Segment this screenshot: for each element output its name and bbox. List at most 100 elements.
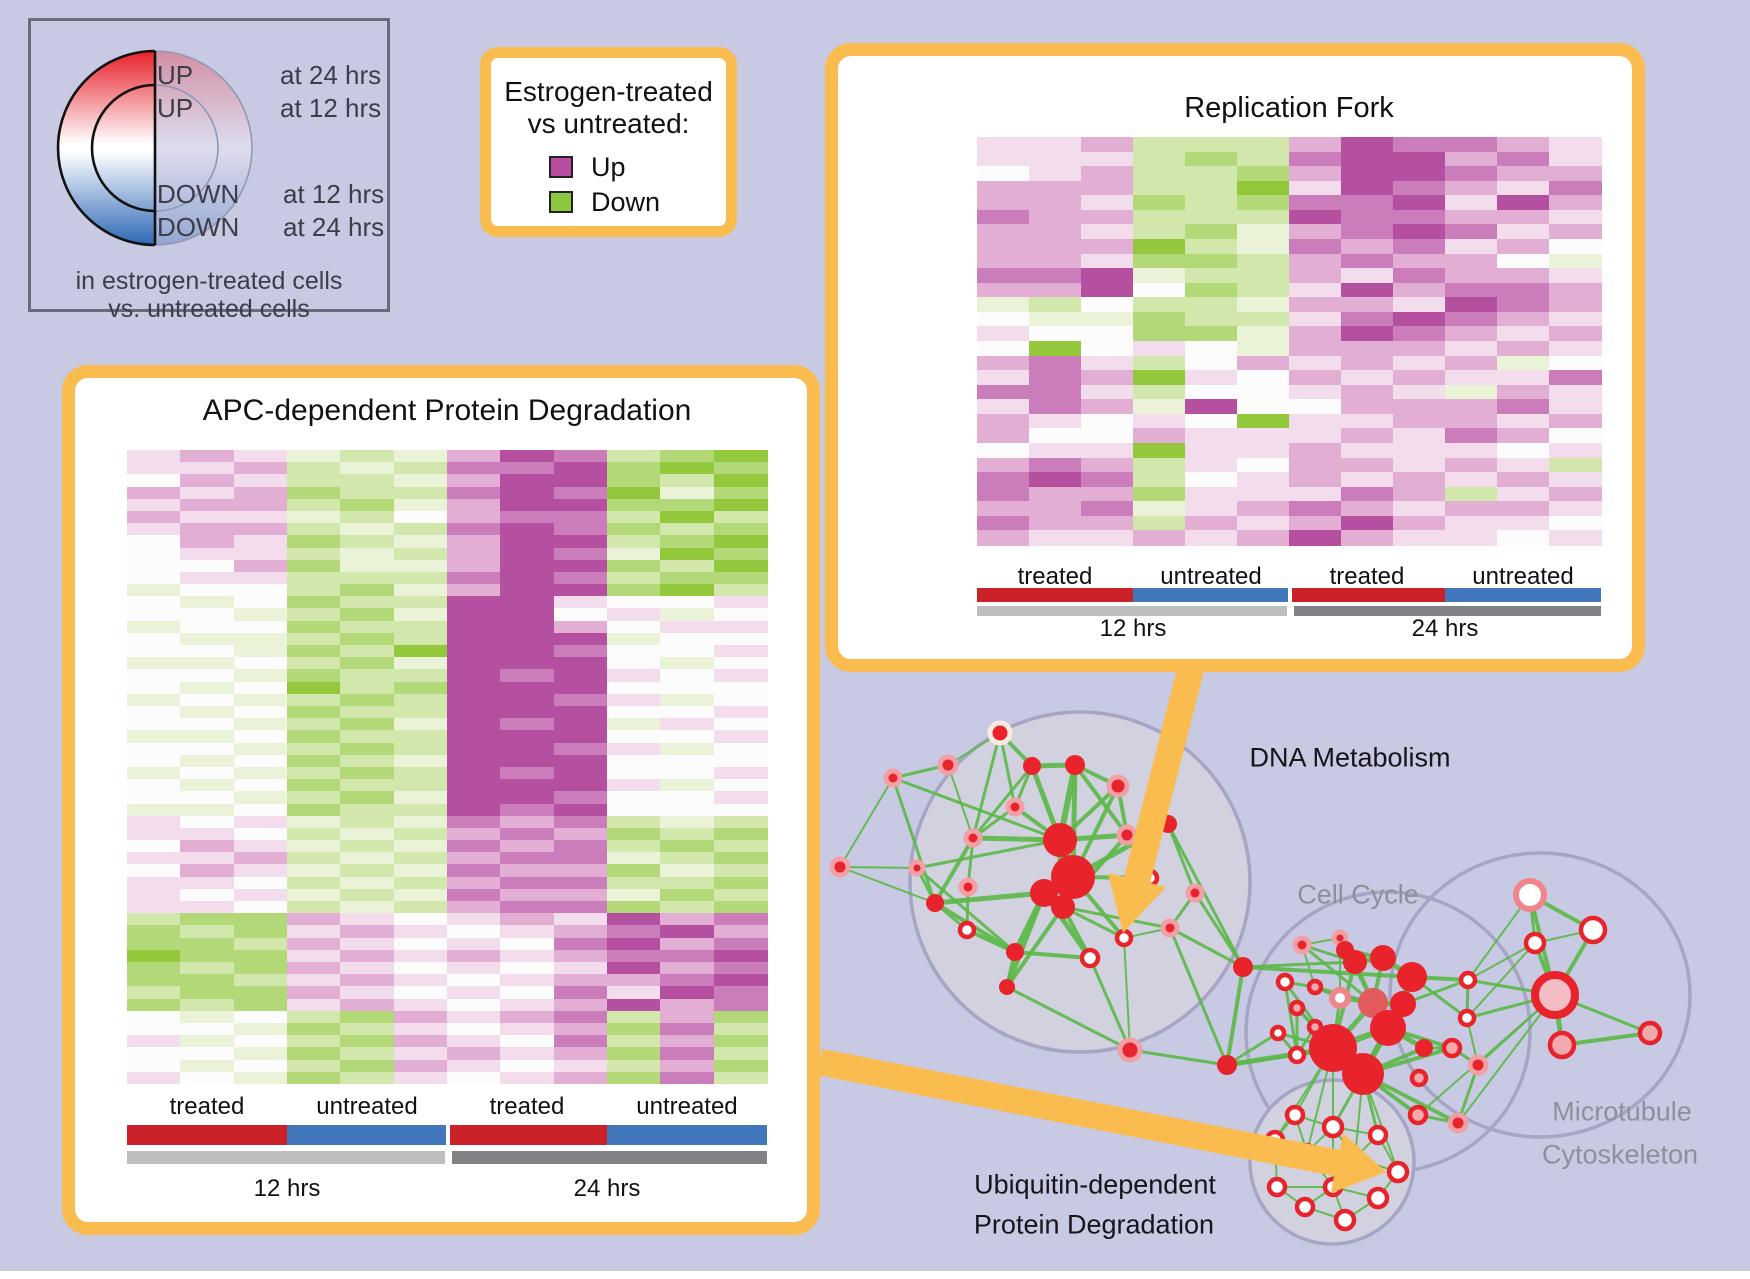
heatmap-cell — [500, 693, 555, 707]
heatmap-cell — [606, 498, 661, 512]
heatmap-cell — [1029, 515, 1082, 531]
heatmap-cell — [553, 986, 608, 1000]
heatmap-cell — [393, 1010, 448, 1024]
heatmap-cell — [1393, 340, 1446, 357]
heatmap-cell — [500, 852, 555, 866]
dial-caption-line2: vs. untreated cells — [108, 295, 310, 323]
heatmap-cell — [1081, 297, 1134, 313]
heatmap-cell — [500, 913, 555, 926]
heatmap-cell — [1237, 268, 1290, 284]
heatmap-cell — [1237, 428, 1290, 444]
network-node — [1288, 999, 1306, 1017]
heatmap-cell — [1029, 282, 1082, 298]
heatmap-cell — [340, 815, 395, 829]
heatmap-cell — [127, 827, 181, 841]
network-node — [1458, 970, 1478, 990]
heatmap-cell — [713, 925, 768, 939]
heatmap-cell — [286, 1071, 341, 1085]
heatmap-cell — [500, 474, 555, 488]
heatmap-cell — [500, 718, 555, 731]
heatmap-cell — [1341, 370, 1394, 386]
heatmap-cell — [1185, 238, 1238, 255]
heatmap-cell — [553, 1022, 608, 1036]
heatmap-cell — [233, 559, 288, 573]
heatmap-cell — [1497, 137, 1550, 153]
heatmap-cell — [1029, 238, 1082, 255]
heatmap-cell — [180, 718, 235, 731]
heatmap-cell — [127, 864, 181, 878]
network-node — [883, 768, 903, 788]
heatmap-cell — [660, 450, 715, 463]
heatmap-cell — [1445, 370, 1498, 386]
heatmap-cell — [1237, 137, 1290, 153]
heatmap-cell — [446, 864, 501, 878]
heatmap-cell — [1341, 355, 1394, 371]
heatmap-cell — [1497, 428, 1550, 444]
heatmap-cell — [180, 474, 235, 488]
heatmap-cell — [393, 852, 448, 866]
heatmap-cell — [127, 1022, 181, 1036]
heatmap-cell — [180, 681, 235, 695]
heatmap-cell — [180, 888, 235, 902]
heatmap-cell — [340, 888, 395, 902]
heatmap-cell — [446, 645, 501, 658]
heatmap-cell — [286, 730, 341, 744]
heatmap-cell — [180, 535, 235, 549]
heatmap-cell — [127, 681, 181, 695]
heatmap-cell — [606, 1010, 661, 1024]
heatmap-cell — [1341, 253, 1394, 269]
network-edge — [839, 866, 936, 904]
dial-up-outer-time: at 24 hrs — [280, 60, 382, 90]
heatmap-cell — [393, 1059, 448, 1073]
heatmap-cell — [1445, 166, 1498, 182]
heatmap-cell — [606, 888, 661, 902]
heatmap-cell — [1549, 166, 1602, 182]
heatmap-cell — [127, 925, 181, 939]
network-edge — [1166, 823, 1245, 968]
heatmap-cell — [180, 498, 235, 512]
network-node — [1266, 1176, 1288, 1198]
arrow-replication-to-dna — [1108, 657, 1206, 933]
heatmap-cell — [1237, 384, 1290, 400]
dial-up-outer-label: UP — [157, 60, 194, 90]
heatmap-cell — [446, 571, 501, 585]
heatmap-cell — [180, 742, 235, 756]
heatmap-cell — [446, 1022, 501, 1036]
heatmap-cell — [1341, 413, 1394, 429]
heatmap-cell — [1185, 180, 1238, 196]
network-edge — [1014, 950, 1091, 960]
network-edge — [1129, 1048, 1228, 1067]
network-node — [1390, 991, 1416, 1017]
heatmap-cell — [977, 457, 1030, 473]
heatmap-cell — [1133, 253, 1186, 269]
time-label-24hrs: 24 hrs — [573, 1175, 641, 1202]
heatmap-cell — [286, 986, 341, 1000]
network-node — [1358, 988, 1388, 1018]
heatmap-cell — [1029, 530, 1082, 546]
heatmap-cell — [500, 632, 555, 646]
heatmap-cell — [660, 608, 715, 622]
heatmap-cell — [1133, 209, 1186, 225]
network-node — [1547, 1030, 1577, 1060]
heatmap-cell — [1549, 413, 1602, 429]
heatmap-cell — [500, 1010, 555, 1024]
heatmap-cell — [286, 523, 341, 536]
heatmap-cell — [180, 864, 235, 878]
heatmap-cell — [1497, 253, 1550, 269]
up-color-swatch — [549, 156, 573, 178]
cluster-label-cytoskeleton: Cytoskeleton — [1541, 1139, 1699, 1170]
heatmap-cell — [977, 166, 1030, 182]
heatmap-cell — [286, 840, 341, 853]
heatmap-cell — [713, 803, 768, 817]
heatmap-cell — [180, 815, 235, 829]
heatmap-cell — [1445, 399, 1498, 415]
heatmap-cell — [660, 888, 715, 902]
heatmap-cell — [660, 974, 715, 987]
network-node — [1333, 1208, 1357, 1232]
heatmap-cell — [340, 608, 395, 622]
heatmap-cell — [446, 559, 501, 573]
heatmap-cell — [660, 1035, 715, 1048]
heatmap-cell — [1549, 311, 1602, 327]
heatmap-cell — [713, 632, 768, 646]
network-edge — [1226, 1053, 1298, 1067]
